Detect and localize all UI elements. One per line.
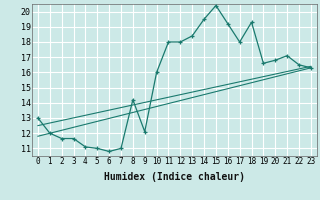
X-axis label: Humidex (Indice chaleur): Humidex (Indice chaleur) [104, 172, 245, 182]
